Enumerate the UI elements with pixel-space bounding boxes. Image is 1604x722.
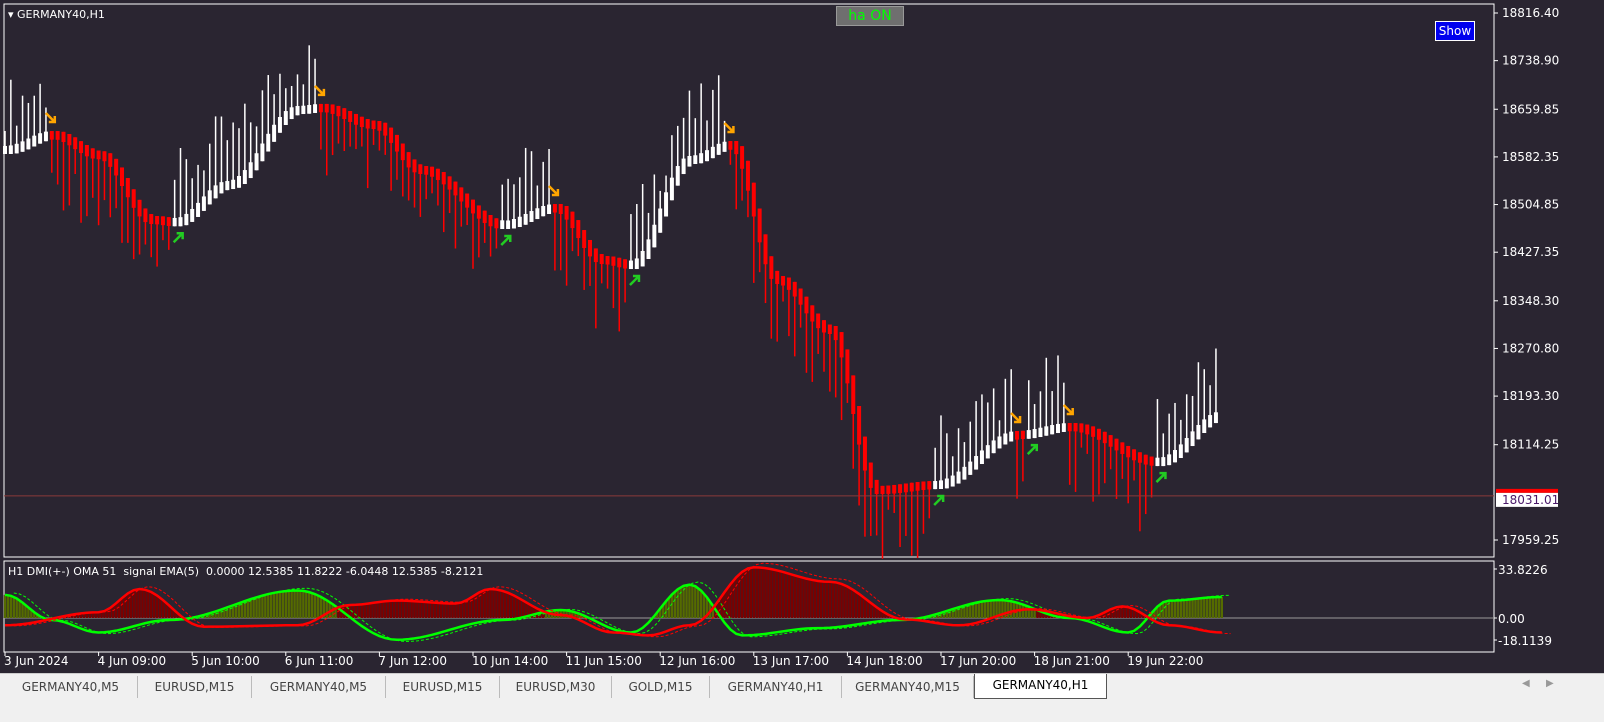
price-tick: 18270.80 xyxy=(1502,341,1559,355)
price-tick: 18738.90 xyxy=(1502,54,1559,68)
indicator-tick: -18.1139 xyxy=(1498,634,1552,648)
time-label: 17 Jun 20:00 xyxy=(940,654,1016,668)
tab-germany40-h1[interactable]: GERMANY40,H1 xyxy=(710,676,842,698)
tab-germany40-h1[interactable]: GERMANY40,H1 xyxy=(974,674,1107,699)
current-price-marker xyxy=(1496,488,1558,493)
chart-tabs: GERMANY40,M5 EURUSD,M15 GERMANY40,M5 EURUSD… xyxy=(0,673,1604,722)
price-tick: 18193.30 xyxy=(1502,389,1559,403)
time-label: 7 Jun 12:00 xyxy=(378,654,447,668)
sell-arrow-icon xyxy=(314,85,326,97)
signal-arrows xyxy=(44,85,1167,506)
buy-arrow-icon xyxy=(1026,443,1038,455)
price-tick: 18348.30 xyxy=(1502,294,1559,308)
indicator-tick: 33.8226 xyxy=(1498,563,1548,577)
tab-eurusd-m15[interactable]: EURUSD,M15 xyxy=(138,676,252,698)
price-tick: 18504.85 xyxy=(1502,198,1559,212)
sell-arrow-icon xyxy=(1010,412,1022,424)
time-label: 13 Jun 17:00 xyxy=(753,654,829,668)
tab-germany40-m15[interactable]: GERMANY40,M15 xyxy=(842,676,974,698)
tab-eurusd-m15[interactable]: EURUSD,M15 xyxy=(386,676,500,698)
ha-toggle-button[interactable]: ha ON xyxy=(836,6,904,26)
time-label: 4 Jun 09:00 xyxy=(98,654,167,668)
buy-arrow-icon xyxy=(500,234,512,246)
time-label: 10 Jun 14:00 xyxy=(472,654,548,668)
time-label: 3 Jun 2024 xyxy=(4,654,69,668)
buy-arrow-icon xyxy=(172,232,184,244)
current-price-box xyxy=(1496,492,1558,507)
sell-arrow-icon xyxy=(723,122,735,134)
time-label: 6 Jun 11:00 xyxy=(285,654,354,668)
time-label: 12 Jun 16:00 xyxy=(659,654,735,668)
current-price-label: 18031.01 xyxy=(1502,493,1559,507)
buy-arrow-icon xyxy=(629,274,641,286)
price-tick: 18659.85 xyxy=(1502,102,1559,116)
time-label: 18 Jun 21:00 xyxy=(1034,654,1110,668)
tab-germany40-m5[interactable]: GERMANY40,M5 xyxy=(4,676,138,698)
time-label: 19 Jun 22:00 xyxy=(1127,654,1203,668)
buy-arrow-icon xyxy=(1155,471,1167,483)
tab-eurusd-m30[interactable]: EURUSD,M30 xyxy=(500,676,612,698)
price-tick: 18427.35 xyxy=(1502,245,1559,259)
main-chart-frame xyxy=(3,3,1495,558)
chart-title[interactable]: ▾ GERMANY40,H1 xyxy=(8,8,105,21)
buy-arrow-icon xyxy=(933,494,945,506)
dmi_plus-line xyxy=(4,583,1222,641)
time-label: 5 Jun 10:00 xyxy=(191,654,260,668)
price-tick: 17959.25 xyxy=(1502,533,1559,547)
axes: 18816.40 18738.90 18659.85 18582.35 18504.85… xyxy=(4,6,1559,668)
sell-arrow-icon xyxy=(548,185,560,197)
scroll-left-button[interactable]: ◀ xyxy=(1522,678,1530,689)
time-label: 11 Jun 15:00 xyxy=(566,654,642,668)
dmi_minus-line xyxy=(4,566,1222,637)
sell-arrow-icon xyxy=(1062,404,1074,416)
dmi_plus-signal-line xyxy=(13,581,1231,642)
price-tick: 18114.25 xyxy=(1502,438,1559,452)
price-tick: 18816.40 xyxy=(1502,6,1559,20)
indicator-tick: 0.00 xyxy=(1498,612,1525,626)
show-button[interactable]: Show xyxy=(1435,21,1475,41)
indicator-lines xyxy=(4,562,1231,642)
symbol-label: GERMANY40,H1 xyxy=(17,8,105,21)
sell-arrow-icon xyxy=(44,112,57,124)
chart-canvas[interactable]: 18816.40 18738.90 18659.85 18582.35 18504.85… xyxy=(0,0,1604,673)
time-label: 14 Jun 18:00 xyxy=(846,654,922,668)
indicator-label: H1 DMI(+-) OMA 51 signal EMA(5) 0.0000 1… xyxy=(8,565,484,578)
candles xyxy=(3,45,1494,559)
tab-germany40-m5[interactable]: GERMANY40,M5 xyxy=(252,676,386,698)
tab-gold-m15[interactable]: GOLD,M15 xyxy=(612,676,710,698)
price-tick: 18582.35 xyxy=(1502,150,1559,164)
scroll-right-button[interactable]: ▶ xyxy=(1546,678,1554,689)
